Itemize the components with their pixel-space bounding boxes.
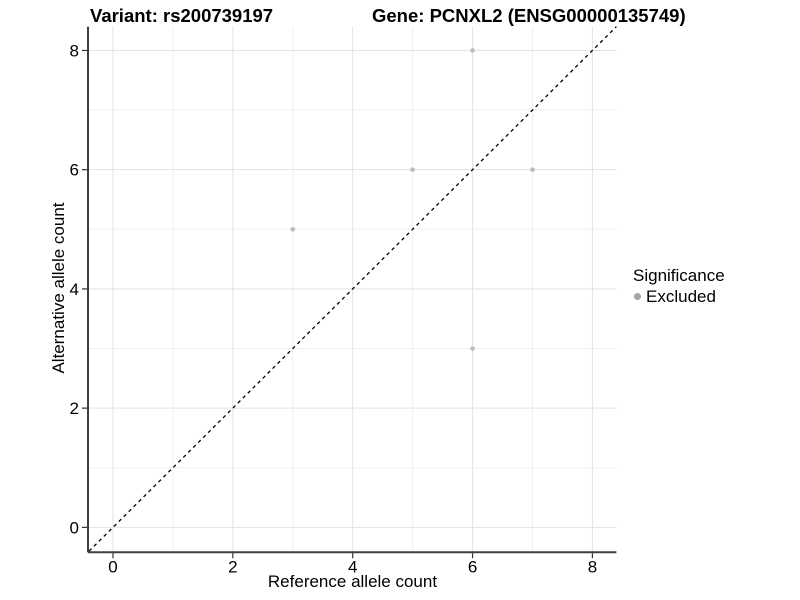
y-axis-ticks: 0 2 4 6 8 [70, 41, 87, 537]
data-point [410, 167, 415, 172]
axis-lines [87, 26, 617, 554]
legend-title: Significance [633, 266, 725, 285]
y-tick-label: 4 [70, 280, 79, 299]
y-axis-title: Alternative allele count [49, 202, 68, 374]
x-axis-ticks: 0 2 4 6 8 [108, 553, 597, 577]
x-axis-title: Reference allele count [267, 572, 438, 591]
x-tick-label: 2 [228, 558, 237, 577]
data-points [290, 48, 535, 351]
x-tick-label: 6 [468, 558, 477, 577]
data-point [530, 167, 535, 172]
y-tick-label: 6 [70, 161, 79, 180]
legend-entry-label: Excluded [646, 287, 716, 306]
identity-line [88, 26, 617, 552]
plot-title-variant: Variant: rs200739197 [90, 5, 274, 26]
legend-entry-excluded: Excluded [633, 286, 725, 307]
y-tick-label: 2 [70, 399, 79, 418]
legend: Significance Excluded [633, 265, 725, 307]
x-tick-label: 8 [588, 558, 597, 577]
plot-title-gene: Gene: PCNXL2 (ENSG00000135749) [372, 5, 686, 26]
y-tick-label: 8 [70, 41, 79, 60]
x-tick-label: 0 [108, 558, 117, 577]
legend-point-icon [634, 293, 641, 300]
x-tick-label: 4 [348, 558, 357, 577]
data-point [290, 226, 296, 232]
data-point [470, 346, 475, 351]
data-point [470, 48, 475, 53]
y-tick-label: 0 [70, 518, 79, 537]
